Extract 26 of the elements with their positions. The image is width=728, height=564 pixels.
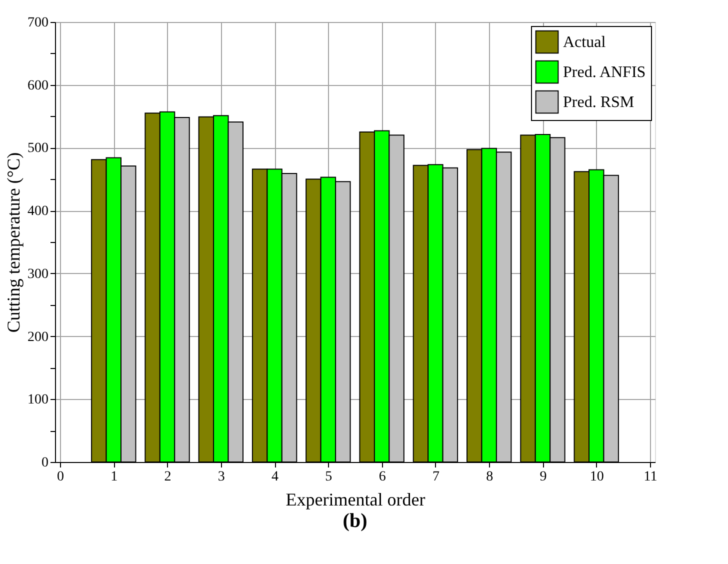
x-tick-label: 9 <box>540 470 547 484</box>
legend-label: Pred. RSM <box>563 94 634 111</box>
y-tick-label: 200 <box>28 330 48 345</box>
x-tick-label: 11 <box>644 470 658 484</box>
y-tick-label: 300 <box>28 266 48 282</box>
x-tick-label: 6 <box>378 470 386 484</box>
legend-label: Pred. ANFIS <box>563 64 646 81</box>
x-tick-label: 3 <box>218 470 225 484</box>
y-tick-label: 100 <box>28 392 48 408</box>
x-tick-label: 8 <box>486 470 494 484</box>
x-axis-title: Experimental order <box>286 490 426 510</box>
legend-label: Actual <box>563 34 606 51</box>
x-tick-label: 0 <box>57 470 64 484</box>
y-tick-label: 0 <box>42 456 48 470</box>
text: (b) <box>342 510 368 532</box>
y-tick-label: 400 <box>28 204 48 220</box>
x-tick-label: 7 <box>432 470 440 484</box>
x-tick-label: 4 <box>272 470 279 484</box>
y-tick-label: 600 <box>28 78 48 94</box>
x-tick-label: 1 <box>110 470 118 484</box>
x-tick-label: 10 <box>590 470 604 484</box>
y-tick-label: 500 <box>28 141 48 156</box>
x-tick-label: 2 <box>164 470 172 484</box>
y-axis-title: Cutting temperature (°C) <box>4 152 24 333</box>
x-tick-label: 5 <box>325 470 332 484</box>
y-tick-label: 700 <box>28 16 48 30</box>
